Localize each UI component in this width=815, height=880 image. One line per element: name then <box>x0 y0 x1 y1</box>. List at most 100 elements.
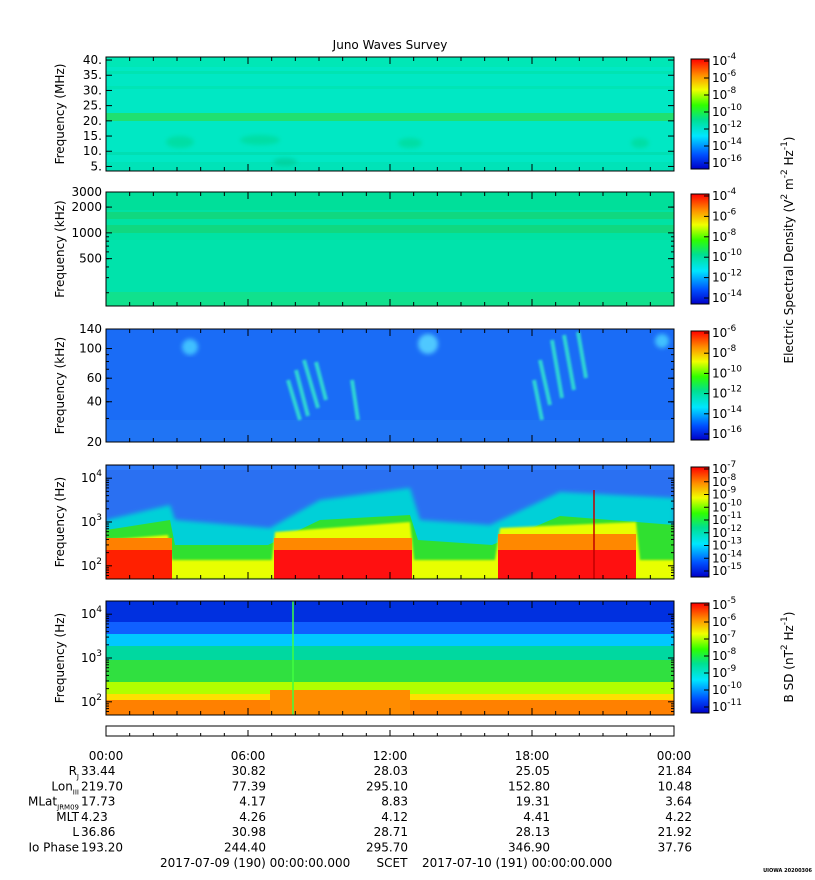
y-tick-label: 30. <box>83 83 102 97</box>
y-tick-label: 20 <box>87 435 102 449</box>
ephemeris-label: RJ <box>69 764 79 781</box>
ephemeris-table: RJ 33.44 30.82 28.03 25.05 21.84 LonIII 219.70 7… <box>28 764 692 855</box>
y-tick-label: 140 <box>79 322 102 336</box>
colorbar-tick-label: 10-10 <box>712 681 742 697</box>
x-tick-label: 12:00 <box>373 749 408 763</box>
ephemeris-value: 8.83 <box>381 795 408 809</box>
ephemeris-value: 21.92 <box>658 825 692 839</box>
colorbar <box>690 58 710 170</box>
y-tick-label: 35. <box>83 68 102 82</box>
colorbar-tick-label: 10-8 <box>712 344 737 360</box>
ephemeris-label: LonIII <box>51 779 79 796</box>
ephemeris-value: 4.41 <box>523 810 550 824</box>
y-axis-label: Frequency (kHz) <box>53 200 67 297</box>
colorbar-tick-label: 10-10 <box>712 364 742 380</box>
panel-e-hz <box>106 465 674 579</box>
colorbar-tick-label: 10-4 <box>712 187 737 203</box>
ephemeris-value: 4.17 <box>239 795 266 809</box>
y-tick-label: 103 <box>81 513 102 529</box>
colorbar-tick-label: 10-8 <box>712 228 737 244</box>
y-tick-label: 20. <box>83 114 102 128</box>
x-tick-label: 06:00 <box>231 749 266 763</box>
colorbar-tick-label: 10-6 <box>712 207 737 223</box>
colorbar-tick-label: 10-7 <box>712 630 736 646</box>
ephemeris-value: 346.90 <box>508 841 550 855</box>
colorbar <box>690 466 710 578</box>
ephemeris-value: 28.03 <box>374 764 408 778</box>
colorbar-tick-label: 10-6 <box>712 69 737 85</box>
panel-frames <box>105 56 675 716</box>
y-axis-label: Frequency (Hz) <box>53 477 67 568</box>
ephemeris-value: 28.13 <box>516 825 550 839</box>
colorbar-tick-label: 10-14 <box>712 289 742 305</box>
colorbar-tick-label: 10-15 <box>712 562 742 578</box>
y-tick-label: 40 <box>87 395 102 409</box>
colorbar <box>690 193 710 305</box>
y-axis-label: Frequency (Hz) <box>53 613 67 704</box>
colorbar-tick-label: 10-12 <box>712 120 742 136</box>
figure-title: Juno Waves Survey <box>332 38 448 52</box>
ephemeris-label: MLT <box>56 810 79 824</box>
colorbar-tick-label: 10-9 <box>712 664 737 680</box>
y-tick-label: 100 <box>79 342 102 356</box>
y-tick-label: 10. <box>83 144 102 158</box>
y-axis-label: Frequency (kHz) <box>53 337 67 434</box>
ephemeris-value: 30.98 <box>232 825 266 839</box>
ephemeris-label: MLatJRM09 <box>28 795 79 812</box>
colorbar-tick-label: 10-12 <box>712 269 742 285</box>
ephemeris-value: 36.86 <box>81 825 115 839</box>
y-tick-label: 25. <box>83 99 102 113</box>
colorbar <box>690 330 710 441</box>
colorbar-title: B SD (nT2 Hz-1) <box>780 612 796 703</box>
ephemeris-value: 193.20 <box>81 841 123 855</box>
y-tick-label: 104 <box>81 469 102 485</box>
time-axis <box>105 725 675 737</box>
ephemeris-value: 25.05 <box>516 764 550 778</box>
y-tick-label: 40. <box>83 53 102 67</box>
colorbar-tick-label: 10-4 <box>712 52 737 68</box>
ephemeris-value: 219.70 <box>81 779 123 793</box>
ephemeris-label: L <box>72 825 79 839</box>
ephemeris-value: 4.23 <box>81 810 108 824</box>
scet-end: 2017-07-10 (191) 00:00:00.000 <box>422 856 612 870</box>
ephemeris-value: 4.22 <box>665 810 692 824</box>
colorbars: 10-410-610-810-1010-1210-1410-1610-410-6… <box>690 52 742 714</box>
x-tick-label: 00:00 <box>89 749 124 763</box>
ephemeris-value: 295.70 <box>366 841 408 855</box>
ephemeris-value: 21.84 <box>658 764 692 778</box>
colorbar-tick-label: 10-12 <box>712 385 742 401</box>
panel-hf-mhz <box>106 57 674 171</box>
colorbar-tick-label: 10-16 <box>712 425 742 441</box>
ephemeris-value: 152.80 <box>508 779 550 793</box>
ephemeris-value: 3.64 <box>665 795 692 809</box>
colorbar-tick-label: 10-14 <box>712 405 742 421</box>
colorbar-tick-label: 10-10 <box>712 248 742 264</box>
colorbar-tick-label: 10-8 <box>712 647 737 663</box>
scet-label: SCET <box>377 856 409 870</box>
colorbar <box>690 602 710 714</box>
y-tick-label: 1000 <box>71 226 102 240</box>
colorbar-tick-label: 10-6 <box>712 613 737 629</box>
ephemeris-value: 17.73 <box>81 795 115 809</box>
y-axis-label: Frequency (MHz) <box>53 64 67 165</box>
colorbar-tick-label: 10-16 <box>712 154 742 170</box>
uiowa-stamp: UIOWA 20200306 <box>763 868 812 874</box>
colorbar-tick-label: 10-5 <box>712 596 736 612</box>
ephemeris-label: Io Phase <box>28 841 79 855</box>
y-tick-label: 102 <box>81 557 102 573</box>
ephemeris-value: 30.82 <box>232 764 266 778</box>
time-tick-labels: 00:00 06:00 12:00 18:00 00:00 <box>89 749 692 763</box>
ephemeris-value: 33.44 <box>81 764 115 778</box>
colorbar-tick-label: 10-14 <box>712 137 742 153</box>
ephemeris-value: 4.26 <box>239 810 266 824</box>
colorbar-tick-label: 10-11 <box>712 698 742 714</box>
y-tick-label: 3000 <box>71 185 102 199</box>
colorbar-titles: Electric Spectral Density (V2 m-2 Hz-1) B… <box>780 136 796 702</box>
colorbar-title: Electric Spectral Density (V2 m-2 Hz-1) <box>780 136 796 363</box>
panel-lf-khz-high <box>106 192 674 306</box>
y-tick-label: 60 <box>87 371 102 385</box>
y-tick-label: 2000 <box>71 200 102 214</box>
ephemeris-value: 37.76 <box>658 841 692 855</box>
colorbar-tick-label: 10-8 <box>712 86 737 102</box>
